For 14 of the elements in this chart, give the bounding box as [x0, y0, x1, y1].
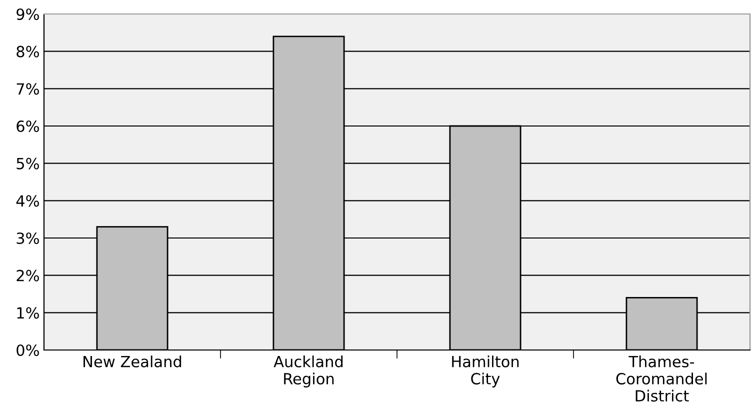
y-tick-label: 1% — [17, 307, 39, 319]
y-tick-label: 6% — [16, 120, 39, 132]
x-tick-label: Auckland Region — [274, 356, 343, 388]
y-tick-label: 8% — [16, 46, 39, 58]
y-tick-label: 2% — [16, 270, 39, 282]
x-tick-label: New Zealand — [84, 356, 182, 368]
y-tick-label: 7% — [16, 83, 39, 95]
y-tick-label: 0% — [16, 344, 39, 356]
x-tick-label: Thames- Coromandel District — [616, 356, 707, 402]
y-tick-label: 4% — [16, 195, 39, 207]
y-tick-label: 9% — [16, 8, 39, 20]
y-tick-label: 5% — [16, 158, 39, 170]
y-tick-label: 3% — [16, 232, 39, 244]
x-tick-label: Hamilton City — [452, 356, 519, 388]
